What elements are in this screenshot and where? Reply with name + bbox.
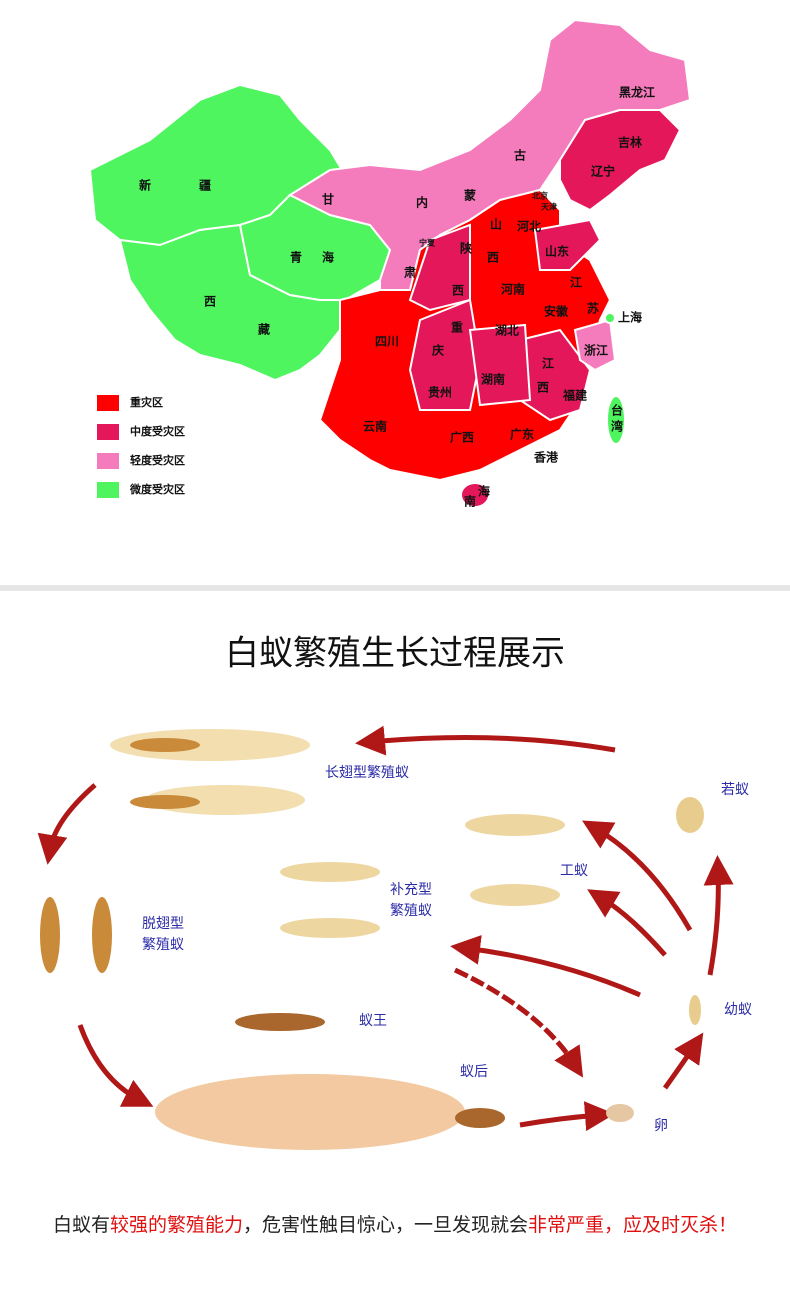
map-label: 蒙 [464,188,476,203]
legend-label: 轻度受灾区 [130,453,185,467]
stage-label: 若蚁 [721,782,749,798]
footer-text: 白蚁有 [52,1214,110,1236]
stage-label: 繁殖蚁 [142,936,184,953]
insects [40,729,704,1150]
map-label: 四川 [375,335,399,349]
arrows [37,725,734,1132]
map-label: 陕 [460,241,472,256]
map-label: 庆 [431,343,444,358]
legend-swatch [97,453,119,469]
stage-label: 蚁后 [460,1064,488,1080]
map-label: 山 [490,217,502,232]
map-label: 北京 [532,191,548,201]
legend-label: 微度受灾区 [129,482,185,496]
map-label: 西 [487,251,499,265]
map-label: 肃 [404,265,416,280]
map-label: 江 [542,356,554,371]
map-label: 西 [204,295,216,309]
map-label: 贵州 [428,385,452,400]
map-label: 广西 [450,430,474,445]
map-label: 湖北 [495,323,519,338]
map-label: 黑龙江 [619,85,655,100]
map-label: 宁夏 [419,238,436,248]
stage-label: 长翅型繁殖蚁 [325,764,409,781]
footer-text: ，危害性触目惊心，一旦发现就会 [243,1214,529,1236]
map-label: 河北 [516,219,541,234]
map-label: 广东 [510,427,534,442]
footer-text: 非常严重，应及时灭杀！ [528,1214,738,1236]
title: 白蚁繁殖生长过程展示 [225,634,565,674]
map-label: 浙江 [584,343,608,358]
map-label: 吉林 [618,135,642,150]
map-label: 内 [416,195,428,210]
map-label: 新 [139,178,151,193]
map-label: 西 [537,381,549,395]
footer-text: 较强的繁殖能力 [109,1214,243,1236]
map-label: 台 [611,403,623,418]
map-label: 海 [478,484,490,499]
map-label: 苏 [587,301,599,316]
map-label: 江 [570,275,582,290]
map-label: 重 [451,320,463,335]
map-label: 西 [452,284,464,298]
map-label: 云南 [363,419,387,434]
stage-label: 补充型 [390,882,432,898]
map [88,18,692,508]
legend-swatch [97,424,119,440]
map-label: 湾 [611,419,623,434]
map-label: 藏 [258,322,270,337]
map-label: 辽宁 [591,164,615,179]
map-label: 河南 [500,282,525,297]
map-label: 疆 [199,179,211,193]
stage-label: 脱翅型 [142,916,184,932]
map-label: 古 [514,148,526,163]
map-label: 山东 [545,244,569,259]
map-label: 上海 [618,310,642,325]
stage-label: 卵 [654,1118,668,1134]
map-label: 甘 [322,192,334,207]
stage-label: 繁殖蚁 [390,902,432,919]
map-label: 香港 [533,450,559,465]
footer: 白蚁有较强的繁殖能力，危害性触目惊心，一旦发现就会非常严重，应及时灭杀！ [0,1210,790,1237]
legend-swatch [97,395,119,411]
legend-label: 中度受灾区 [130,424,185,438]
map-label: 天津 [541,202,557,212]
stage-label: 工蚁 [560,863,588,879]
map-label: 湖南 [481,372,505,387]
map-label: 南 [464,494,476,509]
map-label: 海 [322,250,334,265]
legend-label: 重灾区 [130,395,163,409]
map-label: 安徽 [544,304,569,319]
stage-label: 蚁王 [359,1013,387,1029]
map-label: 青 [290,250,302,265]
stage-label: 幼蚁 [724,1002,752,1018]
legend-swatch [97,482,119,498]
map-label: 福建 [562,388,588,403]
